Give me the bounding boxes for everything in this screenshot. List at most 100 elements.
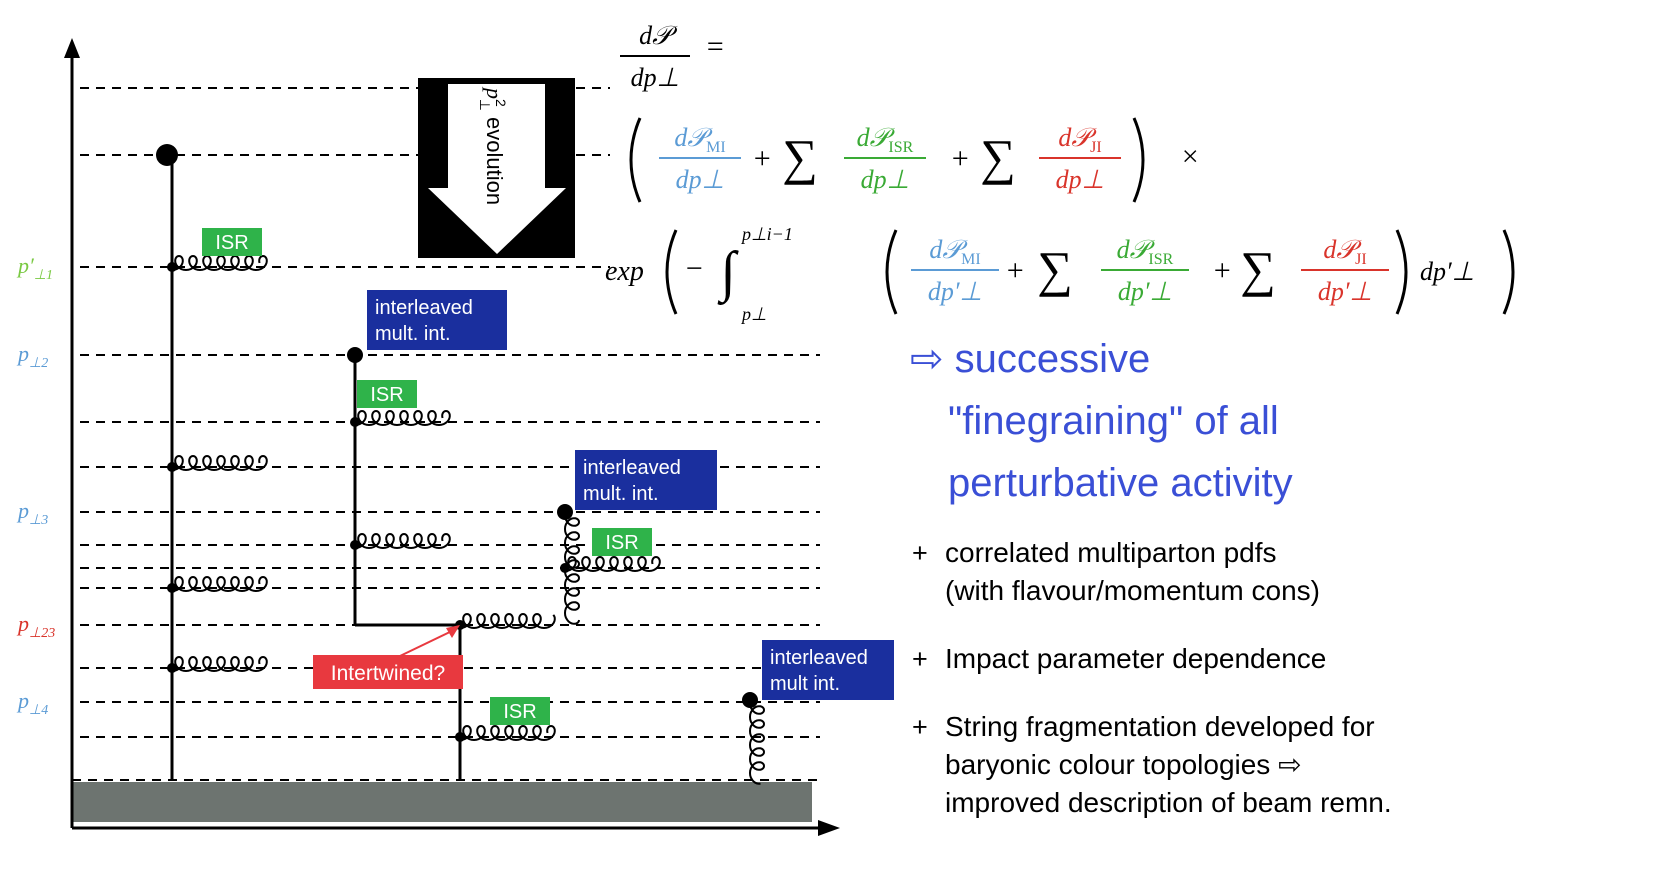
main-text: p — [16, 341, 29, 366]
text: ⇨ successive — [910, 337, 1150, 381]
text: dp⊥ — [861, 165, 910, 194]
y-arrow — [64, 38, 80, 58]
text: mult. int. — [375, 323, 451, 345]
text: + — [950, 142, 970, 175]
gluon — [354, 532, 451, 550]
text: interleaved — [583, 457, 681, 479]
numerator: d𝒫 — [639, 21, 678, 50]
gluon — [563, 514, 581, 625]
subscript: JI — [1090, 139, 1102, 156]
text: dp⊥ — [676, 165, 725, 194]
main-text: p — [16, 688, 29, 713]
text: × — [1180, 140, 1200, 173]
text: perturbative activity — [948, 461, 1293, 505]
parenthesis — [885, 229, 898, 315]
text: Impact parameter dependence — [945, 643, 1326, 674]
text: mult. int. — [583, 483, 659, 505]
text: ISR — [605, 532, 638, 554]
x-arrow — [818, 820, 840, 836]
text: dp′⊥ — [1420, 257, 1474, 286]
vertex — [156, 144, 178, 166]
subscript: ⊥4 — [29, 703, 48, 718]
numerator: d𝒫ISR — [857, 123, 914, 156]
text: correlated multiparton pdfs — [945, 537, 1277, 568]
y-label: p⊥2 — [16, 341, 48, 371]
text: interleaved — [770, 647, 868, 669]
parenthesis — [1502, 229, 1515, 315]
text: baryonic colour topologies ⇨ — [945, 749, 1302, 780]
text: + — [912, 644, 928, 674]
vertex — [742, 692, 758, 708]
gluon — [354, 409, 451, 427]
p: p — [482, 86, 507, 99]
numerator: d𝒫JI — [1058, 123, 1101, 156]
text: exp — [605, 256, 644, 287]
text: ISR — [503, 701, 536, 723]
text: ∑ — [980, 129, 1016, 185]
text: p⊥i−1 — [740, 224, 793, 244]
beam-remnant — [72, 782, 812, 822]
numerator: d𝒫MI — [674, 123, 725, 156]
subscript: ⊥1 — [34, 268, 53, 283]
intertwined-box — [313, 655, 463, 689]
text: mult int. — [770, 673, 840, 695]
vertex — [557, 504, 573, 520]
subscript: ISR — [1148, 251, 1173, 268]
text: + — [1005, 254, 1025, 287]
numerator: d𝒫MI — [929, 235, 980, 268]
text: (with flavour/momentum cons) — [945, 575, 1320, 606]
text: ∑ — [1240, 241, 1276, 297]
isr-box — [490, 697, 550, 725]
y-label: p⊥23 — [16, 611, 55, 641]
subscript: ISR — [888, 139, 913, 156]
interleaved-box — [575, 450, 717, 510]
text: ∫ — [717, 241, 739, 306]
y-label: p⊥3 — [16, 498, 48, 528]
text: ∑ — [1037, 241, 1073, 297]
word: evolution — [482, 117, 507, 205]
main-text: p′ — [16, 253, 35, 278]
text: "finegraining" of all — [948, 399, 1279, 443]
text: dp⊥ — [1056, 165, 1105, 194]
text: ISR — [370, 384, 403, 406]
text: dp⊥ — [631, 63, 680, 92]
text: interleaved — [375, 297, 473, 319]
subscript: ⊥3 — [29, 513, 48, 528]
subscript: ⊥23 — [29, 626, 55, 641]
main-text: p — [16, 498, 29, 523]
text: = — [705, 30, 725, 63]
text: + — [752, 142, 772, 175]
text: − — [684, 252, 704, 285]
gluon — [459, 612, 556, 630]
subscript: MI — [961, 251, 981, 268]
parenthesis — [1132, 117, 1145, 203]
sup: 2 — [493, 99, 509, 107]
y-label: p⊥4 — [16, 688, 48, 718]
gluon — [564, 555, 661, 573]
main-text: d𝒫 — [639, 21, 678, 50]
parenthesis — [665, 229, 678, 315]
text: improved description of beam remn. — [945, 787, 1392, 818]
isr-box — [357, 380, 417, 408]
sub: ⊥ — [477, 99, 493, 111]
numerator: d𝒫JI — [1323, 235, 1366, 268]
interleaved-box — [367, 290, 507, 350]
subscript: ⊥2 — [29, 356, 48, 371]
main-text: p — [16, 611, 29, 636]
parenthesis — [629, 117, 642, 203]
y-label: p′⊥1 — [16, 253, 53, 283]
gluon — [171, 575, 268, 593]
vertex — [347, 347, 363, 363]
text: dp′⊥ — [1318, 277, 1372, 306]
text: Intertwined? — [331, 662, 445, 685]
interleaved-box — [762, 640, 894, 700]
isr-box — [592, 528, 652, 556]
subscript: MI — [706, 139, 726, 156]
text: dp′⊥ — [928, 277, 982, 306]
evolution-label: p2⊥ evolution — [477, 86, 509, 205]
text: dp′⊥ — [1118, 277, 1172, 306]
text: + — [912, 538, 928, 568]
gluon — [171, 655, 268, 673]
numerator: d𝒫ISR — [1117, 235, 1174, 268]
